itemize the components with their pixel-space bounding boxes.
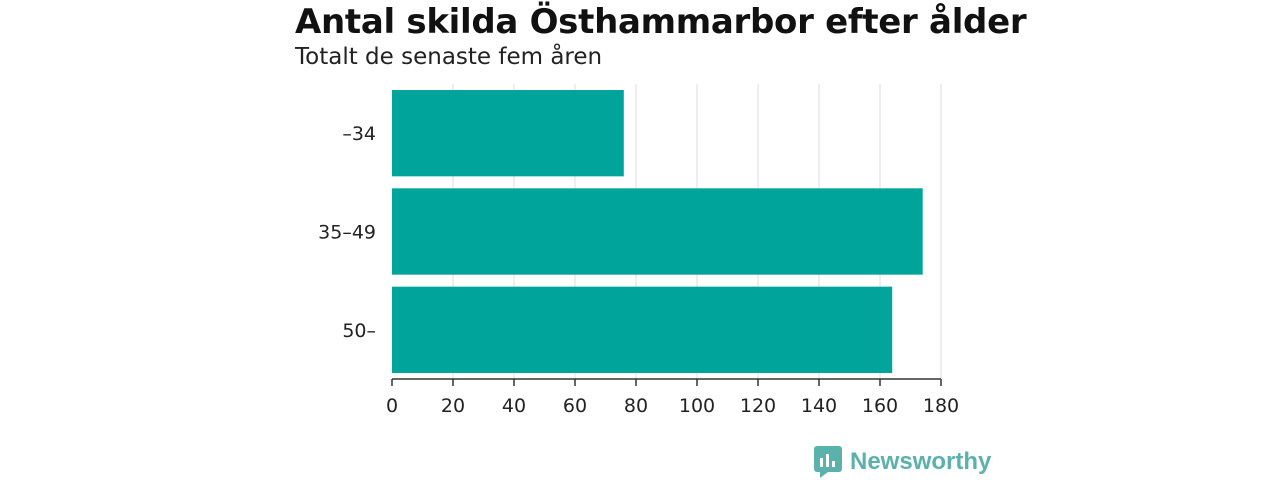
x-tick-label: 180 <box>923 395 959 417</box>
x-tick-label: 100 <box>679 395 715 417</box>
chart-title: Antal skilda Östhammarbor efter ålder <box>295 2 1027 42</box>
chart-subtitle: Totalt de senaste fem åren <box>295 44 603 70</box>
x-tick-label: 60 <box>563 395 587 417</box>
newsworthy-logo-text: Newsworthy <box>850 448 992 475</box>
x-tick-label: 160 <box>862 395 898 417</box>
y-tick-label: 50– <box>342 320 376 342</box>
x-tick-label: 0 <box>386 395 398 417</box>
newsworthy-logo: Newsworthy <box>814 446 991 478</box>
x-tick-label: 80 <box>624 395 648 417</box>
y-tick-label: 35–49 <box>318 222 376 244</box>
x-tick-label: 140 <box>801 395 837 417</box>
newsworthy-logo-icon <box>814 446 842 478</box>
bar <box>392 90 624 177</box>
x-tick-label: 20 <box>441 395 465 417</box>
bar <box>392 286 893 373</box>
x-tick-label: 40 <box>502 395 526 417</box>
y-tick-label: –34 <box>342 123 376 145</box>
bar <box>392 188 923 275</box>
x-tick-label: 120 <box>740 395 776 417</box>
